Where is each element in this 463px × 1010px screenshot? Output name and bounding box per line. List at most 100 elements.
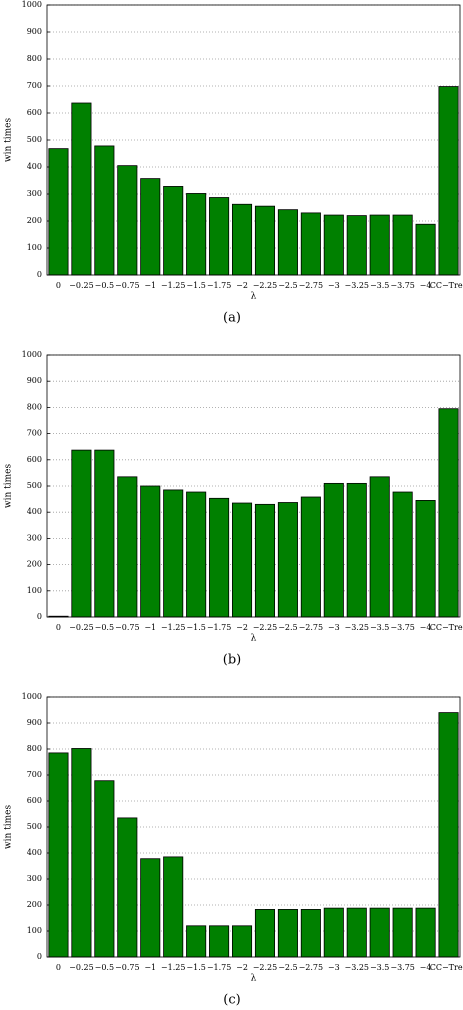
y-tick-label: 100 <box>27 926 42 935</box>
x-tick-label: −3.5 <box>370 281 389 290</box>
x-tick-label: −1 <box>144 281 156 290</box>
plot-frame <box>46 354 461 618</box>
y-tick-label: 900 <box>27 376 42 385</box>
x-tick-label: −1.25 <box>161 281 186 290</box>
x-tick-label: −1.5 <box>186 963 205 972</box>
bar <box>48 148 69 276</box>
x-tick-label: −1.5 <box>186 281 205 290</box>
x-tick-label: −3.25 <box>344 963 369 972</box>
bar <box>415 223 436 276</box>
x-tick-label: −3 <box>328 623 340 632</box>
y-tick-label: 700 <box>27 81 42 90</box>
caption: (a) <box>223 311 241 326</box>
bar <box>254 909 276 958</box>
y-tick-label: 200 <box>27 216 42 225</box>
y-tick-label: 1000 <box>22 692 42 701</box>
y-tick-label: 500 <box>27 135 42 144</box>
x-tick-label: −0.75 <box>115 963 140 972</box>
y-tick-label: 600 <box>27 108 42 117</box>
x-tick-label: −1.25 <box>161 963 186 972</box>
bar <box>369 907 390 958</box>
y-tick-label: 500 <box>27 481 42 490</box>
bar <box>323 907 344 958</box>
y-axis-label: win times <box>4 805 14 850</box>
x-tick-label: −2 <box>236 963 248 972</box>
bar <box>438 712 459 958</box>
x-tick-label: −0.5 <box>95 623 114 632</box>
y-tick-label: 400 <box>27 848 42 857</box>
bar <box>254 205 276 276</box>
bar <box>277 209 298 276</box>
x-tick-label: −4 <box>420 963 432 972</box>
x-tick-label: −0.5 <box>95 963 114 972</box>
x-tick-label: −1.5 <box>186 623 205 632</box>
bar <box>392 491 413 618</box>
bar <box>140 178 161 276</box>
y-tick-label: 100 <box>27 243 42 252</box>
x-tick-label: −3.25 <box>344 623 369 632</box>
x-tick-label: 0 <box>56 623 61 632</box>
x-tick-label: −2 <box>236 623 248 632</box>
x-tick-label: −2.5 <box>278 623 297 632</box>
y-tick-label: 800 <box>27 54 42 63</box>
bar <box>369 214 390 276</box>
bar <box>117 165 138 276</box>
x-tick-label: −1.75 <box>207 281 232 290</box>
x-tick-label: −0.25 <box>69 963 94 972</box>
bar <box>346 907 367 958</box>
caption: (c) <box>223 993 240 1008</box>
y-axis-label: win times <box>4 118 14 163</box>
x-tick-label: −0.25 <box>69 623 94 632</box>
x-tick-label: −1.75 <box>207 963 232 972</box>
bar <box>392 214 413 276</box>
y-tick-label: 1000 <box>22 350 42 359</box>
x-tick-label: −3 <box>328 281 340 290</box>
bar <box>415 500 436 618</box>
bar <box>346 482 367 618</box>
bar <box>94 449 115 618</box>
x-tick-label: −2.5 <box>278 963 297 972</box>
y-tick-label: 200 <box>27 560 42 569</box>
x-tick-label: 0 <box>56 281 61 290</box>
x-tick-label: −1 <box>144 623 156 632</box>
x-tick-label: −2.5 <box>278 281 297 290</box>
plot-frame <box>46 4 461 276</box>
y-tick-label: 500 <box>27 822 42 831</box>
y-axis-label: win times <box>4 464 14 509</box>
bar <box>94 780 115 958</box>
x-tick-label: −0.5 <box>95 281 114 290</box>
bar <box>300 909 321 958</box>
bar <box>71 748 92 958</box>
y-tick-label: 300 <box>27 533 42 542</box>
bar <box>277 502 298 618</box>
bar <box>369 476 390 618</box>
x-tick-label: −2.25 <box>253 281 278 290</box>
y-tick-label: 800 <box>27 744 42 753</box>
bar <box>231 502 253 618</box>
y-tick-label: 100 <box>27 586 42 595</box>
bar <box>117 476 138 618</box>
bar <box>48 752 69 958</box>
bar <box>209 497 230 618</box>
x-axis-label: λ <box>251 292 257 302</box>
bar <box>209 925 230 958</box>
y-tick-label: 0 <box>37 612 42 621</box>
x-tick-label: −1 <box>144 963 156 972</box>
bar <box>415 907 436 958</box>
y-tick-label: 1000 <box>22 0 42 9</box>
bar <box>163 489 184 618</box>
bar <box>231 203 253 276</box>
y-tick-label: 400 <box>27 162 42 171</box>
bar <box>254 503 276 618</box>
y-tick-label: 300 <box>27 874 42 883</box>
x-tick-label: −3.75 <box>390 623 415 632</box>
bar <box>277 909 298 958</box>
x-tick-label: −2.75 <box>299 281 324 290</box>
bar <box>323 214 344 276</box>
x-tick-label: −3.5 <box>370 623 389 632</box>
x-axis-label: λ <box>251 634 257 644</box>
caption: (b) <box>223 653 241 668</box>
bar <box>94 145 115 276</box>
bar <box>186 925 207 958</box>
